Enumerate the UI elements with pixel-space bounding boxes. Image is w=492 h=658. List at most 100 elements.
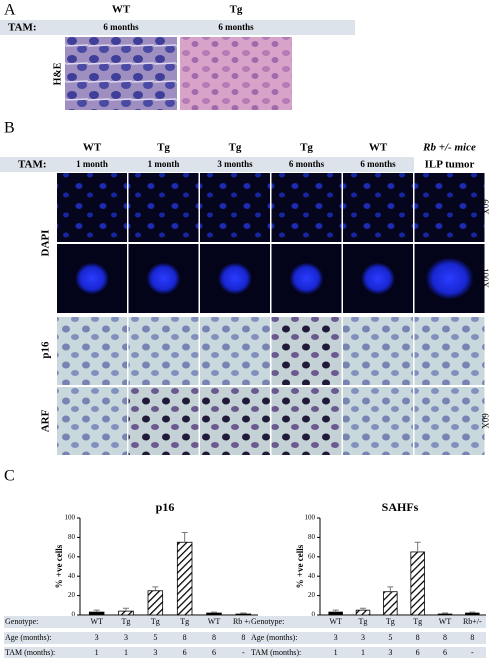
bar (383, 591, 398, 616)
panel-label: A (4, 2, 16, 19)
column-header: Tg (300, 142, 313, 154)
tam-label: 6 (183, 648, 187, 657)
y-axis-label: % +ve cells (295, 544, 305, 588)
genotype-label: Tg (180, 617, 189, 626)
error-bar (332, 609, 339, 613)
micrograph (414, 317, 485, 385)
error-bar (93, 609, 100, 613)
age-label: 8 (470, 633, 474, 642)
tam-label: 6 months (289, 159, 325, 169)
bar (147, 590, 164, 616)
micrograph (343, 387, 413, 455)
column-header: Tg (230, 4, 243, 16)
genotype-label: Tg (151, 617, 160, 626)
tam-label: 6 (416, 648, 420, 657)
stain-label: p16 (40, 341, 52, 359)
tam-label: - (471, 648, 474, 657)
bar (206, 612, 222, 616)
tam-label: 1 month (76, 159, 108, 169)
error-bar (211, 611, 217, 614)
table-row (4, 616, 258, 628)
table-row (4, 647, 258, 658)
y-tick-label: 20 (68, 591, 76, 599)
bar (176, 541, 193, 616)
nucleus (289, 262, 324, 295)
error-bar (469, 611, 476, 614)
table-row-label: TAM (months): (251, 648, 301, 657)
error-bar (240, 612, 247, 615)
micrograph (414, 387, 485, 455)
bar (355, 609, 371, 616)
stain-label: DAPI (40, 230, 52, 257)
tam-label: 6 months (360, 159, 396, 169)
column-header: WT (83, 142, 102, 154)
age-label: 8 (183, 633, 187, 642)
bar (235, 613, 252, 616)
genotype-label: Tg (386, 617, 395, 626)
y-tick-label: 60 (68, 552, 76, 560)
column-header: WT (112, 4, 131, 16)
tam-label: 1 (361, 648, 365, 657)
bar (410, 551, 425, 616)
magnification-label: 60X (480, 199, 490, 215)
micrograph (414, 173, 485, 242)
y-tick-label: 20 (308, 591, 316, 599)
table-row (250, 616, 486, 628)
age-label: 3 (334, 633, 338, 642)
bar (118, 610, 134, 616)
genotype-label: WT (329, 617, 342, 626)
age-label: 8 (212, 633, 216, 642)
y-tick-label: 100 (65, 514, 76, 522)
y-tick-label: 0 (72, 611, 76, 619)
column-header: WT (369, 142, 388, 154)
he-image-wt (65, 37, 177, 110)
error-bar (442, 612, 448, 615)
tam-label: 6 months (218, 22, 254, 32)
he-image-tg (180, 37, 292, 110)
tam-label: 6 months (103, 22, 139, 32)
genotype-label: Rb +/- (233, 617, 254, 626)
micrograph (128, 317, 199, 385)
tam-label: 6 (212, 648, 216, 657)
age-label: 3 (361, 633, 365, 642)
column-header: Tg (157, 142, 170, 154)
chart-title: SAHFs (382, 500, 419, 514)
age-label: 8 (416, 633, 420, 642)
bar (465, 612, 480, 616)
micrograph (343, 173, 413, 242)
micrograph (200, 173, 270, 242)
micrograph (271, 387, 342, 455)
tam-label: 1 month (148, 159, 180, 169)
tam-label: 1 (95, 648, 99, 657)
age-label: 5 (153, 633, 157, 642)
genotype-label: WT (439, 617, 452, 626)
micrograph (128, 173, 199, 242)
panel-label: B (4, 120, 15, 137)
tam-label: 3 months (217, 159, 253, 169)
table-row (250, 632, 486, 644)
row-label: TAM: (18, 159, 47, 171)
table-row-label: Genotype: (5, 617, 38, 626)
y-tick-label: 0 (312, 611, 316, 619)
age-label: 8 (443, 633, 447, 642)
nucleus (425, 257, 474, 300)
table-row-label: TAM (months): (5, 648, 55, 657)
micrograph (128, 387, 199, 455)
tam-bar (0, 20, 355, 35)
genotype-label: Rb+/- (463, 617, 482, 626)
error-bar (181, 532, 188, 543)
tam-label: 1 (124, 648, 128, 657)
column-header: Rb +/- mice (422, 142, 476, 154)
panel-label: C (4, 468, 15, 485)
nucleus (75, 262, 109, 295)
error-bar (152, 586, 159, 591)
error-bar (123, 607, 129, 612)
tam-bar (0, 157, 414, 172)
age-label: 5 (388, 633, 392, 642)
y-tick-label: 40 (68, 572, 76, 580)
nucleus (218, 262, 252, 295)
table-row (250, 647, 486, 658)
table-row-label: Age (months): (251, 633, 297, 642)
tam-label: 6 (443, 648, 447, 657)
